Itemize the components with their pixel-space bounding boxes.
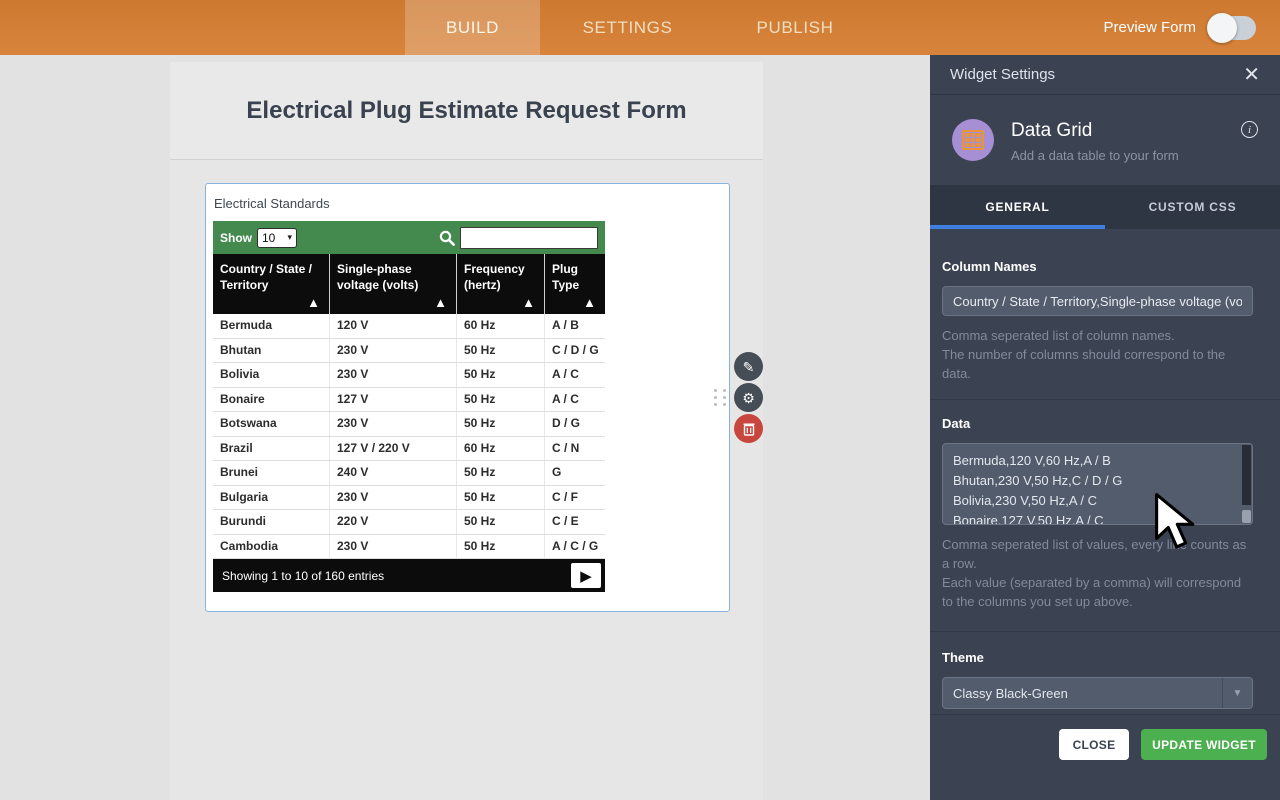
sort-asc-icon: ▲ [434, 295, 447, 311]
table-row: Brazil 127 V / 220 V 60 Hz C / N [213, 436, 605, 461]
drag-handle[interactable] [714, 389, 730, 409]
tab-custom-css[interactable]: CUSTOM CSS [1148, 200, 1237, 214]
edit-widget-button[interactable]: ✎ [734, 352, 763, 381]
gear-icon: ⚙ [742, 389, 755, 406]
table-row: Cambodia 230 V 50 Hz A / C / G [213, 534, 605, 559]
panel-header: Widget Settings ✕ [930, 55, 1280, 95]
dropdown-caret-icon: ▼ [1222, 678, 1252, 708]
data-section: Data Bermuda,120 V,60 Hz,A / B Bhutan,23… [942, 400, 1253, 611]
widget-field-label: Electrical Standards [214, 196, 330, 211]
panel-tabs: GENERAL CUSTOM CSS [930, 185, 1280, 229]
show-entries-label: Show [220, 230, 252, 245]
column-header-voltage[interactable]: Single-phase voltage (volts) ▲ [330, 254, 457, 314]
grid-search-input[interactable] [460, 226, 598, 249]
grid-footer: Showing 1 to 10 of 160 entries ▶ [213, 559, 605, 592]
form-sheet: Electrical Plug Estimate Request Form El… [170, 62, 763, 800]
column-header-plug-type[interactable]: Plug Type ▲ [552, 262, 596, 311]
tab-publish[interactable]: PUBLISH [756, 17, 834, 37]
delete-widget-button[interactable] [734, 414, 763, 443]
table-row: Brunei 240 V 50 Hz G [213, 461, 605, 486]
column-names-help: Comma seperated list of column names. Th… [942, 328, 1226, 381]
tab-general[interactable]: GENERAL [930, 185, 1105, 229]
widget-settings-panel: Widget Settings ✕ Data Grid Add a data t… [930, 55, 1280, 800]
entries-status-text: Showing 1 to 10 of 160 entries [222, 568, 385, 583]
search-icon [439, 230, 455, 246]
info-icon[interactable]: i [1241, 121, 1258, 138]
page-size-value: 10 [262, 230, 276, 245]
close-icon[interactable]: ✕ [1243, 63, 1260, 86]
column-header-country[interactable]: Country / State / Territory ▲ [213, 254, 330, 314]
data-grid-icon [962, 130, 984, 150]
table-row: Burundi 220 V 50 Hz C / E [213, 510, 605, 535]
data-textarea[interactable]: Bermuda,120 V,60 Hz,A / B Bhutan,230 V,5… [942, 443, 1253, 525]
form-canvas: Electrical Plug Estimate Request Form El… [0, 55, 930, 800]
table-row: Bonaire 127 V 50 Hz A / C [213, 387, 605, 412]
tab-build[interactable]: BUILD [405, 0, 540, 55]
textarea-scrollbar[interactable] [1241, 444, 1252, 524]
table-row: Bulgaria 230 V 50 Hz C / F [213, 485, 605, 510]
data-label: Data [942, 416, 971, 431]
column-header-frequency[interactable]: Frequency (hertz) ▲ [457, 254, 545, 314]
theme-value: Classy Black-Green [953, 685, 1068, 701]
table-row: Bhutan 230 V 50 Hz C / D / G [213, 338, 605, 363]
section-divider [930, 631, 1280, 632]
theme-label: Theme [942, 650, 984, 665]
column-names-input[interactable] [942, 286, 1253, 316]
widget-description: Add a data table to your form [1011, 148, 1179, 163]
data-help: Comma seperated list of values, every li… [942, 537, 1247, 609]
section-divider [930, 399, 1280, 400]
panel-footer: CLOSE UPDATE WIDGET [930, 714, 1280, 760]
form-title: Electrical Plug Estimate Request Form [246, 96, 687, 124]
sort-asc-icon: ▲ [522, 295, 535, 311]
widget-name: Data Grid [1011, 120, 1093, 141]
sort-asc-icon: ▲ [583, 295, 596, 311]
tab-settings[interactable]: SETTINGS [582, 17, 673, 37]
close-button[interactable]: CLOSE [1059, 729, 1129, 760]
table-row: Bermuda 120 V 60 Hz A / B [213, 314, 605, 339]
toggle-knob [1207, 12, 1237, 43]
column-names-section: Column Names Comma seperated list of col… [942, 229, 1253, 383]
scrollbar-thumb[interactable] [1242, 445, 1251, 505]
navbar-tabs: BUILD SETTINGS PUBLISH [405, 0, 875, 55]
widget-avatar [952, 119, 994, 161]
table-row: Botswana 230 V 50 Hz D / G [213, 412, 605, 437]
theme-select[interactable]: Classy Black-Green ▼ [942, 677, 1253, 709]
next-page-button[interactable]: ▶ [571, 563, 601, 588]
column-names-label: Column Names [942, 259, 1037, 274]
table-row: Bolivia 230 V 50 Hz A / C [213, 363, 605, 388]
grid-header-row: Country / State / Territory ▲ Single-pha… [213, 254, 605, 314]
top-navbar: BUILD SETTINGS PUBLISH Preview Form [0, 0, 1280, 55]
page-size-select[interactable]: 10 ▾ [257, 227, 297, 248]
pencil-icon: ✎ [742, 358, 755, 375]
scrollbar-corner [1242, 510, 1251, 523]
data-grid-table: Show 10 ▾ Country / State / Territory [213, 221, 605, 592]
grid-toolbar: Show 10 ▾ [213, 221, 605, 254]
data-grid-widget[interactable]: Electrical Standards Show 10 ▾ [205, 183, 730, 612]
panel-title: Widget Settings [950, 66, 1056, 83]
widget-info: Data Grid Add a data table to your form … [930, 95, 1280, 185]
sort-asc-icon: ▲ [307, 295, 320, 311]
update-widget-button[interactable]: UPDATE WIDGET [1141, 729, 1267, 760]
preview-form-toggle[interactable] [1207, 12, 1256, 43]
widget-action-buttons: ✎ ⚙ [734, 352, 763, 445]
preview-form-label: Preview Form [1103, 19, 1196, 36]
widget-settings-button[interactable]: ⚙ [734, 383, 763, 412]
form-header: Electrical Plug Estimate Request Form [170, 62, 763, 160]
chevron-down-icon: ▾ [287, 232, 292, 242]
theme-section: Theme Classy Black-Green ▼ [942, 632, 1253, 709]
trash-icon [743, 423, 754, 436]
